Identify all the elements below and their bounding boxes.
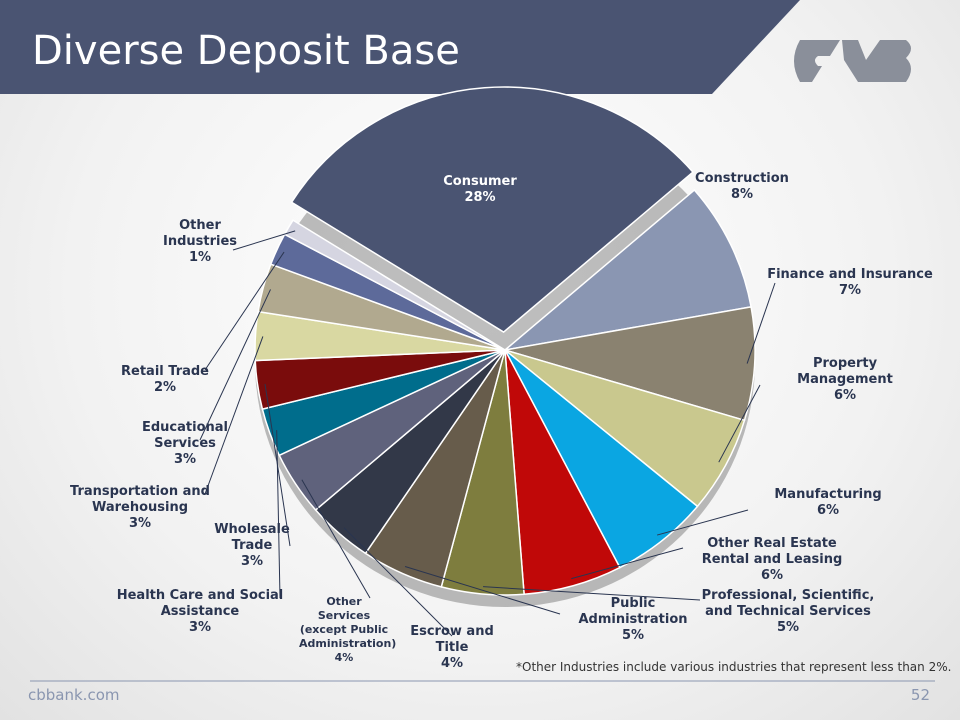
category-name: Property Management xyxy=(797,356,893,387)
category-name: Consumer xyxy=(443,174,517,189)
value-label: 4% xyxy=(440,656,464,671)
category-name: Educational Services xyxy=(141,420,228,451)
category-name: Escrow and Title xyxy=(410,624,494,655)
value-label: 3% xyxy=(240,554,264,569)
pie-slice xyxy=(290,86,695,333)
slice-label: Escrow and Title 4% xyxy=(392,624,512,672)
footer-site: cbbank.com xyxy=(28,686,120,704)
category-name: Professional, Scientific, and Technical … xyxy=(701,588,875,619)
slice-label: Public Administration 5% xyxy=(558,596,708,644)
pie-slice xyxy=(504,306,756,422)
leader-line xyxy=(656,509,749,536)
slice-label: Manufacturing 6% xyxy=(768,487,888,519)
leader-line xyxy=(746,282,776,364)
value-label: 6% xyxy=(760,568,784,583)
category-name: Transportation and Warehousing xyxy=(70,484,210,515)
slice-label: Transportation and Warehousing 3% xyxy=(65,484,215,532)
leader-line xyxy=(571,547,684,580)
leader-line xyxy=(204,251,285,371)
leader-line xyxy=(264,383,291,547)
value-label: 3% xyxy=(128,516,152,531)
category-name: Retail Trade xyxy=(121,364,209,379)
pie xyxy=(199,86,776,637)
category-name: Public Administration xyxy=(578,596,688,627)
leader-line xyxy=(718,384,761,463)
leader-line xyxy=(276,430,281,599)
leader-line xyxy=(483,586,701,601)
category-name: Manufacturing xyxy=(774,487,882,502)
slice-label: Property Management 6% xyxy=(785,356,905,404)
slide-title: Diverse Deposit Base xyxy=(32,28,460,74)
slice-label: Educational Services 3% xyxy=(130,420,240,468)
category-name: Other Services (except Public Administra… xyxy=(299,595,397,650)
page-number: 52 xyxy=(910,686,930,704)
value-label: 5% xyxy=(776,620,800,635)
category-name: Finance and Insurance xyxy=(767,267,933,282)
value-label: 3% xyxy=(173,452,197,467)
pie-slice xyxy=(502,188,752,352)
value-label: 28% xyxy=(464,190,496,205)
leader-line xyxy=(343,527,453,637)
slice-label: Finance and Insurance 7% xyxy=(765,267,935,299)
footnote: *Other Industries include various indust… xyxy=(516,660,952,674)
category-name: Health Care and Social Assistance xyxy=(116,588,284,619)
logo xyxy=(794,40,911,82)
value-label: 5% xyxy=(621,628,645,643)
category-name: Construction xyxy=(695,171,789,186)
slice-label: Professional, Scientific, and Technical … xyxy=(693,588,883,636)
leader-line xyxy=(301,479,371,599)
value-label: 3% xyxy=(188,620,212,635)
slice-label: Other Real Estate Rental and Leasing 6% xyxy=(687,536,857,584)
title-banner xyxy=(0,0,800,94)
value-label: 6% xyxy=(833,388,857,403)
value-label: 1% xyxy=(188,250,212,265)
category-name: Other Industries xyxy=(162,218,238,249)
slice-label: Health Care and Social Assistance 3% xyxy=(115,588,285,636)
slice-label: Construction 8% xyxy=(682,171,802,203)
slice-label: Wholesale Trade 3% xyxy=(207,522,297,570)
value-label: 2% xyxy=(153,380,177,395)
leader-line xyxy=(204,336,264,495)
leader-line xyxy=(232,230,296,251)
category-name: Other Real Estate Rental and Leasing xyxy=(701,536,843,567)
slice-label: Other Industries 1% xyxy=(140,218,260,266)
leader-line xyxy=(404,566,561,615)
slice-label: Consumer 28% xyxy=(410,174,550,206)
leader-line xyxy=(199,289,271,441)
slice-label: Retail Trade 2% xyxy=(110,364,220,396)
slice-label: Other Services (except Public Administra… xyxy=(299,595,397,665)
category-name: Wholesale Trade xyxy=(214,522,290,553)
value-label: 6% xyxy=(816,503,840,518)
value-label: 7% xyxy=(838,283,862,298)
value-label: 4% xyxy=(334,651,354,664)
value-label: 8% xyxy=(730,187,754,202)
